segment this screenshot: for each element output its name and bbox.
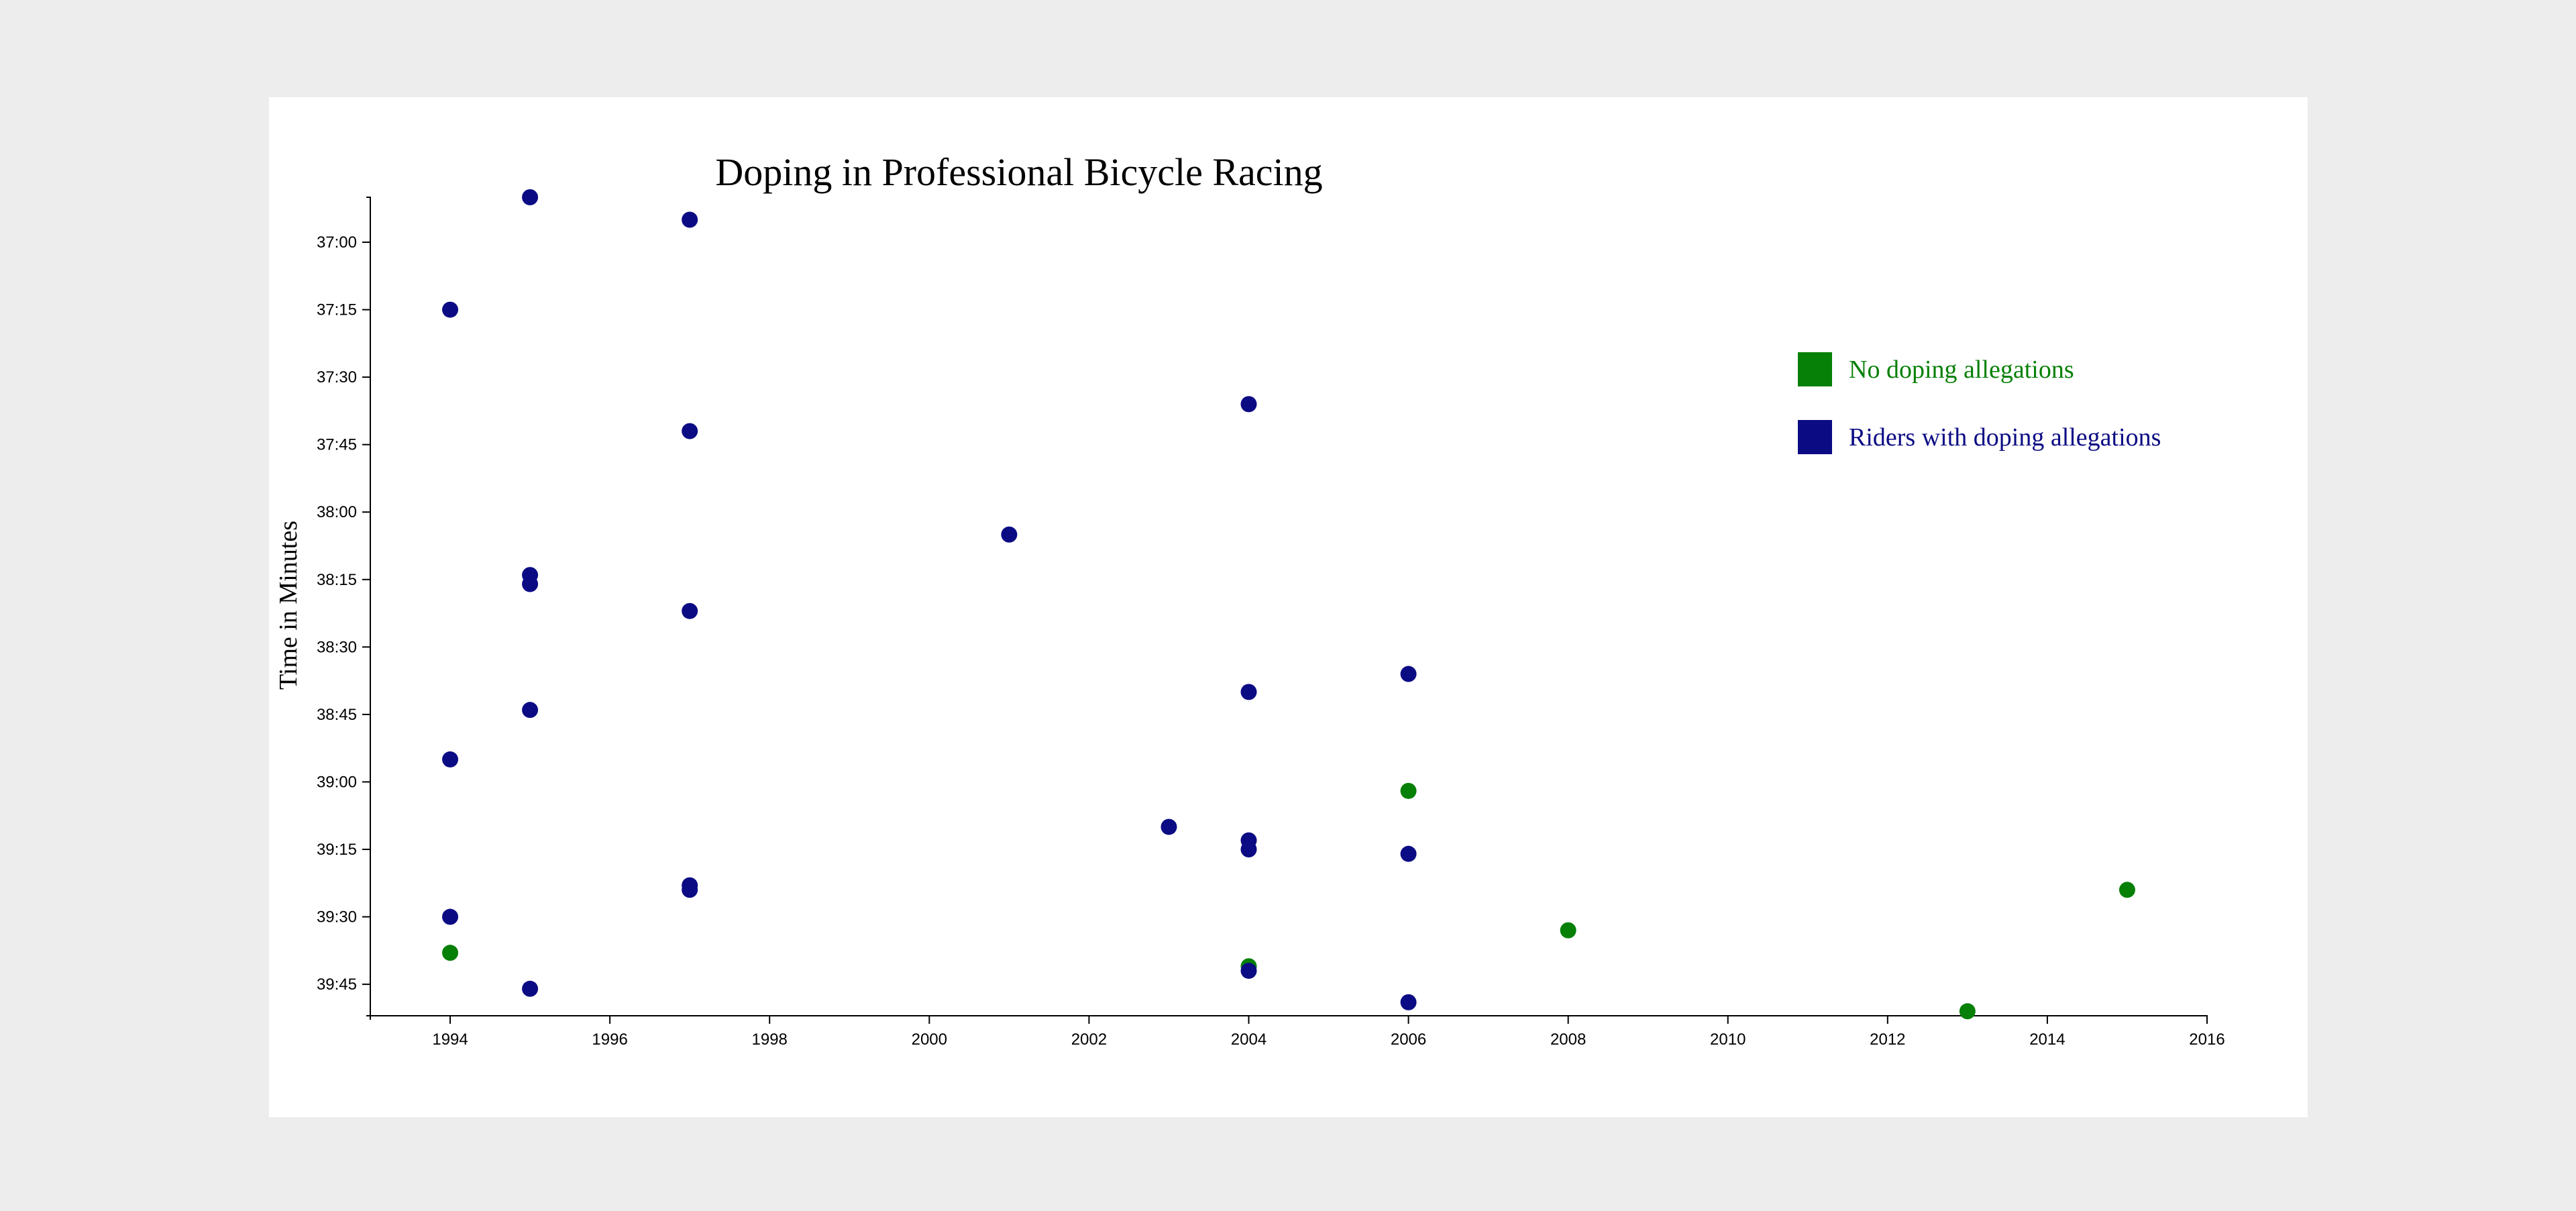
x-tick-label: 2008 <box>1550 1031 1586 1049</box>
data-point-doping-allegation[interactable] <box>682 882 698 898</box>
y-axis-line <box>366 197 371 1016</box>
x-tick-label: 1994 <box>432 1031 468 1049</box>
data-point-doping-allegation[interactable] <box>1161 819 1177 835</box>
data-point-no-allegation[interactable] <box>1560 922 1576 939</box>
x-tick-label: 2016 <box>2189 1031 2224 1049</box>
legend-label: No doping allegations <box>1849 356 2074 384</box>
y-tick-label: 37:45 <box>317 436 357 454</box>
data-point-no-allegation[interactable] <box>1400 782 1417 799</box>
x-axis: 1994 1996 1998 2000 2002 2004 2006 2008 2010 2012… <box>370 1015 2225 1049</box>
x-tick-label: 2006 <box>1391 1031 1426 1049</box>
data-point-doping-allegation[interactable] <box>682 211 698 228</box>
data-point-doping-allegation[interactable] <box>522 980 539 997</box>
data-point-no-allegation[interactable] <box>442 945 459 961</box>
y-tick-label: 37:00 <box>317 233 357 252</box>
y-tick-label: 39:15 <box>317 841 357 859</box>
y-tick-label: 38:00 <box>317 503 357 521</box>
data-point-no-allegation[interactable] <box>2118 882 2135 898</box>
chart-title: Doping in Professional Bicycle Racing <box>715 150 1322 194</box>
data-point-doping-allegation[interactable] <box>682 602 698 619</box>
x-tick-label: 2012 <box>1870 1031 1905 1049</box>
y-tick-label: 39:45 <box>317 976 357 994</box>
data-point-doping-allegation[interactable] <box>1001 526 1018 543</box>
data-points <box>442 189 2135 1020</box>
x-tick-label: 2002 <box>1071 1031 1107 1049</box>
data-point-doping-allegation[interactable] <box>442 301 459 318</box>
y-tick-label: 39:00 <box>317 773 357 791</box>
scatter-chart: Doping in Professional Bicycle Racing Ti… <box>274 150 2225 1049</box>
y-tick-label: 39:30 <box>317 908 357 927</box>
data-point-doping-allegation[interactable] <box>522 189 539 205</box>
data-point-doping-allegation[interactable] <box>442 908 459 925</box>
x-tick-label: 2004 <box>1231 1031 1267 1049</box>
data-point-doping-allegation[interactable] <box>1400 994 1417 1010</box>
y-tick-label: 38:30 <box>317 638 357 656</box>
y-tick-label: 37:15 <box>317 301 357 319</box>
data-point-doping-allegation[interactable] <box>522 702 539 719</box>
legend-label: Riders with doping allegations <box>1849 423 2161 452</box>
y-tick-label: 38:15 <box>317 571 357 589</box>
chart-card: Doping in Professional Bicycle Racing Ti… <box>269 97 2308 1117</box>
data-point-doping-allegation[interactable] <box>1240 962 1257 979</box>
y-axis-label: Time in Minutes <box>274 521 303 690</box>
data-point-doping-allegation[interactable] <box>522 576 539 592</box>
x-tick-label: 1998 <box>752 1031 788 1049</box>
x-tick-label: 2000 <box>912 1031 947 1049</box>
data-point-doping-allegation[interactable] <box>442 751 459 768</box>
data-point-doping-allegation[interactable] <box>1240 841 1257 857</box>
y-axis: 37:00 37:15 37:30 37:45 38:00 38:15 38:30 38:45… <box>317 197 371 1016</box>
data-point-doping-allegation[interactable] <box>1240 396 1257 413</box>
legend-swatch <box>1798 420 1832 454</box>
x-tick-label: 2014 <box>2029 1031 2065 1049</box>
data-point-doping-allegation[interactable] <box>1400 666 1417 682</box>
y-tick-label: 37:30 <box>317 368 357 386</box>
data-point-no-allegation[interactable] <box>1959 1003 1976 1020</box>
y-tick-label: 38:45 <box>317 706 357 724</box>
x-axis-line <box>370 1015 2208 1020</box>
legend: No doping allegations Riders with doping … <box>1798 352 2161 454</box>
x-tick-label: 2010 <box>1710 1031 1746 1049</box>
data-point-doping-allegation[interactable] <box>682 423 698 439</box>
legend-swatch <box>1798 352 1832 386</box>
data-point-doping-allegation[interactable] <box>1400 845 1417 862</box>
x-tick-label: 1996 <box>592 1031 627 1049</box>
data-point-doping-allegation[interactable] <box>1240 684 1257 700</box>
